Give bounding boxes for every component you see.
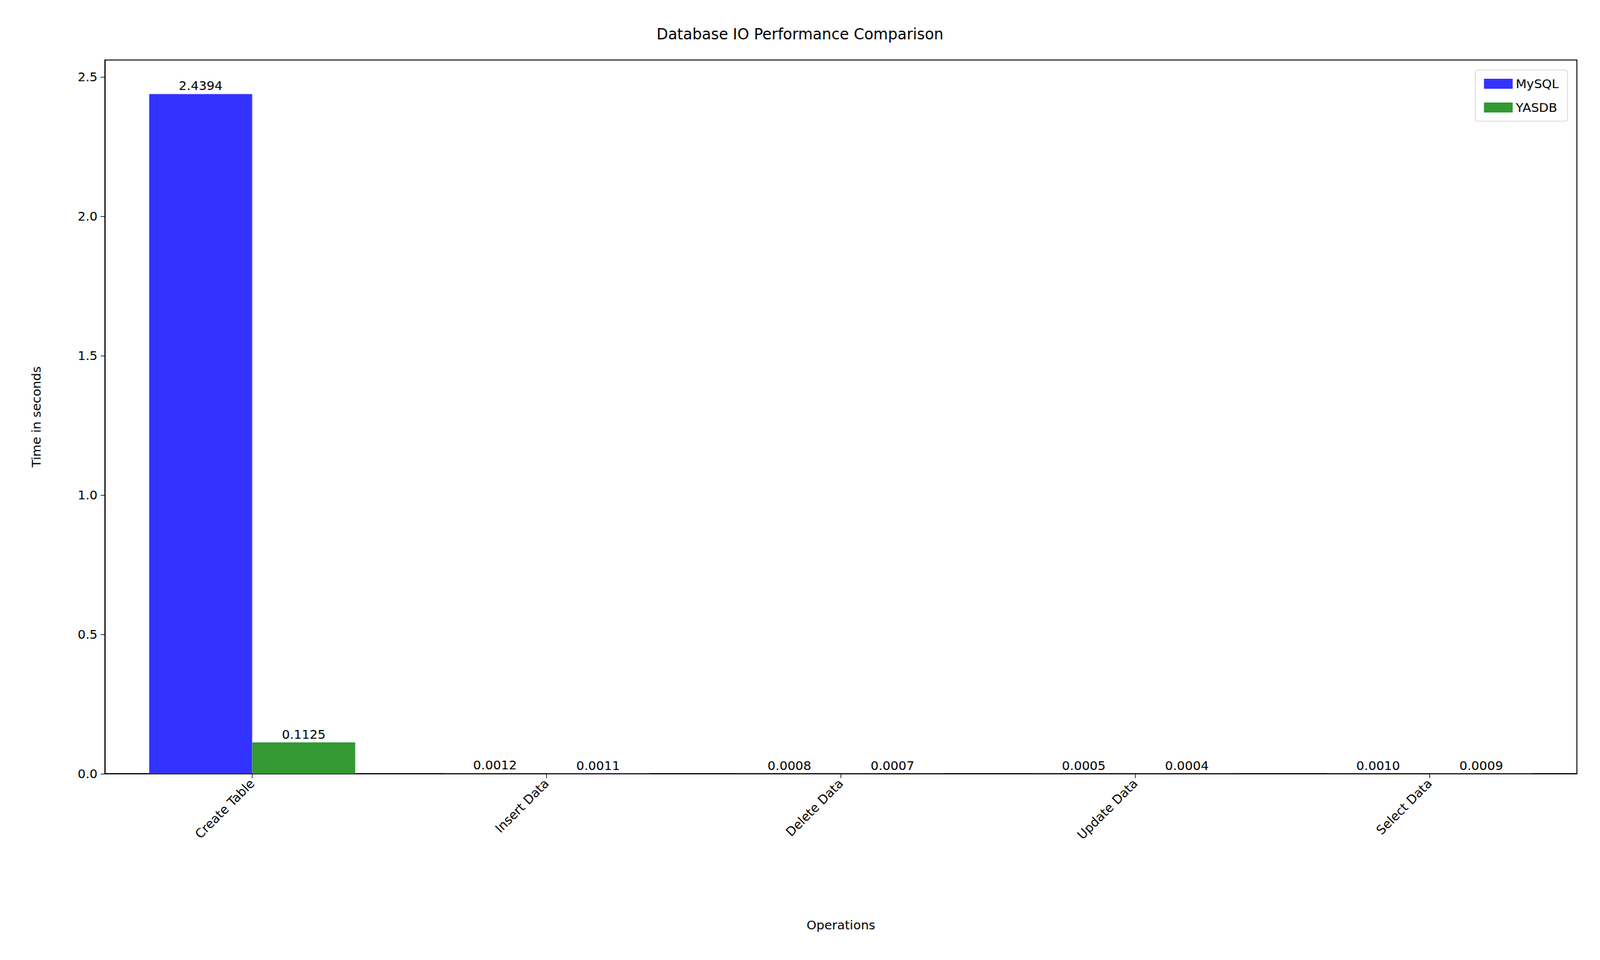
svg-text:0.0005: 0.0005 — [1061, 758, 1106, 774]
svg-text:0.0008: 0.0008 — [767, 758, 812, 774]
svg-text:0.1125: 0.1125 — [281, 726, 326, 742]
svg-text:0.0: 0.0 — [77, 766, 98, 782]
svg-text:0.5: 0.5 — [77, 626, 98, 642]
svg-text:Create Table: Create Table — [191, 776, 258, 842]
svg-text:0.0007: 0.0007 — [870, 758, 915, 774]
svg-text:YASDB: YASDB — [1515, 100, 1557, 115]
svg-text:0.0011: 0.0011 — [576, 758, 620, 774]
svg-text:1.5: 1.5 — [77, 348, 98, 364]
svg-text:0.0009: 0.0009 — [1459, 758, 1504, 774]
svg-text:0.0010: 0.0010 — [1356, 758, 1400, 774]
svg-text:1.0: 1.0 — [77, 487, 98, 503]
svg-text:Delete Data: Delete Data — [782, 776, 847, 840]
svg-text:Time in seconds: Time in seconds — [28, 366, 44, 469]
svg-text:Select Data: Select Data — [1373, 776, 1435, 839]
svg-text:0.0012: 0.0012 — [473, 757, 517, 773]
svg-text:Database IO Performance Compar: Database IO Performance Comparison — [656, 25, 944, 44]
svg-text:2.4394: 2.4394 — [178, 78, 223, 94]
svg-text:Update Data: Update Data — [1074, 776, 1141, 843]
svg-text:MySQL: MySQL — [1515, 76, 1560, 92]
svg-text:Insert Data: Insert Data — [491, 776, 552, 837]
svg-text:2.0: 2.0 — [77, 208, 98, 224]
svg-text:0.0004: 0.0004 — [1165, 758, 1209, 774]
svg-text:2.5: 2.5 — [77, 69, 98, 85]
svg-text:Operations: Operations — [806, 917, 876, 933]
